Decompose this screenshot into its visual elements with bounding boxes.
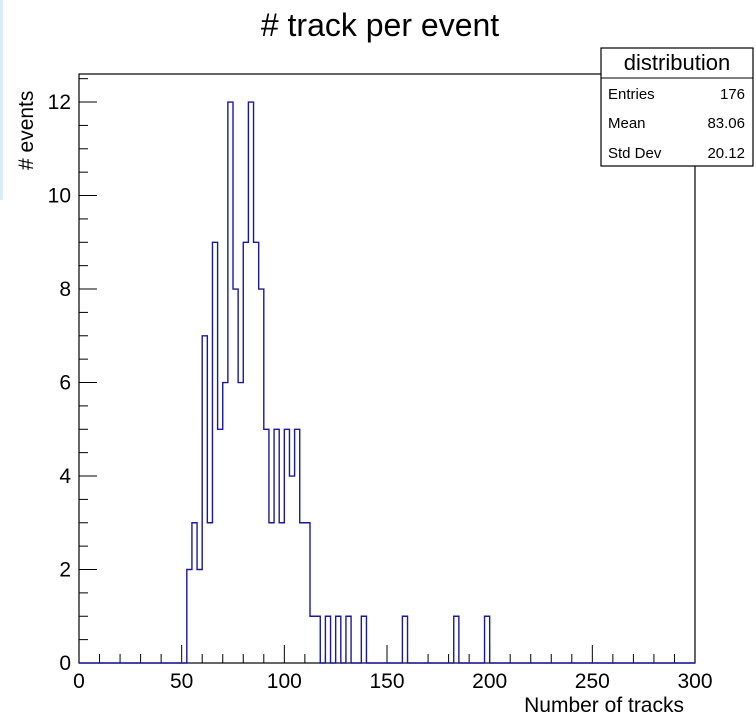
x-axis-label: Number of tracks [524, 694, 684, 717]
y-tick-label: 2 [59, 559, 71, 582]
stats-label-mean: Mean [608, 115, 646, 132]
histogram-bin [295, 429, 300, 663]
histogram-bin [269, 523, 274, 663]
histogram-bin [192, 523, 197, 663]
x-axis: 0 50 100 150 200 250 300 [73, 645, 713, 693]
histogram-outline [79, 101, 695, 664]
histogram-bin [346, 616, 351, 663]
histogram-bin [310, 616, 315, 663]
histogram-bin [228, 102, 233, 663]
histogram-bin [187, 570, 192, 663]
y-tick-label: 0 [59, 652, 71, 675]
histogram-bin [315, 616, 320, 663]
x-tick-label: 0 [73, 670, 85, 693]
histogram-bin [361, 616, 366, 663]
histogram-bin [254, 242, 259, 663]
histogram-bins [187, 102, 490, 663]
histogram-bin [197, 570, 202, 663]
histogram-bin [402, 616, 407, 663]
histogram-bin [218, 429, 223, 663]
histogram-bin [243, 242, 248, 663]
histogram-bin [284, 429, 289, 663]
stats-box: distribution Entries 176 Mean 83.06 Std … [600, 47, 754, 167]
stats-value-entries: 176 [720, 86, 745, 103]
histogram-bin [454, 616, 459, 663]
histogram-bin [233, 289, 238, 663]
histogram-bin [300, 523, 305, 663]
histogram-bin [223, 383, 228, 663]
y-tick-label: 4 [59, 465, 71, 488]
stats-label-stddev: Std Dev [608, 145, 662, 162]
histogram-bin [264, 429, 269, 663]
histogram-bin [202, 336, 207, 663]
window-edge [0, 0, 3, 200]
histogram-bin [325, 616, 330, 663]
y-tick-label: 12 [48, 91, 71, 114]
stats-value-stddev: 20.12 [707, 145, 745, 162]
histogram-bin [238, 383, 243, 663]
histogram-bin [207, 523, 212, 663]
x-tick-label: 150 [369, 670, 404, 693]
stats-title: distribution [624, 50, 730, 75]
y-axis: 0 2 4 6 8 10 12 [48, 78, 97, 675]
stats-label-entries: Entries [608, 86, 655, 103]
histogram-bin [289, 476, 294, 663]
histogram-bin [485, 616, 490, 663]
y-tick-label: 10 [48, 185, 71, 208]
x-tick-label: 300 [677, 670, 712, 693]
histogram-bin [274, 429, 279, 663]
y-axis-label: # events [15, 91, 38, 170]
x-tick-label: 250 [575, 670, 610, 693]
x-tick-label: 100 [267, 670, 302, 693]
histogram-bin [279, 523, 284, 663]
x-tick-label: 50 [170, 670, 193, 693]
histogram-bin [305, 523, 310, 663]
chart-title: # track per event [261, 7, 499, 43]
histogram-bin [212, 242, 217, 663]
stats-value-mean: 83.06 [707, 115, 745, 132]
y-tick-label: 8 [59, 278, 71, 301]
y-tick-label: 6 [59, 372, 71, 395]
x-tick-label: 200 [472, 670, 507, 693]
histogram-bin [259, 289, 264, 663]
histogram-bin [336, 616, 341, 663]
histogram-bin [248, 102, 253, 663]
